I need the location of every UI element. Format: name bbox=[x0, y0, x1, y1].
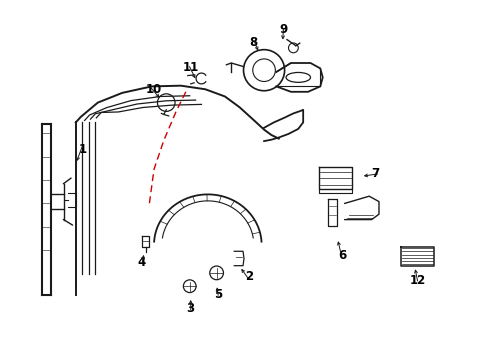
Text: 2: 2 bbox=[245, 270, 253, 283]
Text: 1: 1 bbox=[79, 143, 87, 156]
Text: 9: 9 bbox=[279, 23, 287, 36]
Text: 5: 5 bbox=[214, 288, 222, 301]
Text: 11: 11 bbox=[182, 61, 199, 74]
Text: 7: 7 bbox=[371, 167, 379, 180]
Text: 6: 6 bbox=[338, 249, 346, 262]
Text: 10: 10 bbox=[145, 83, 162, 96]
Text: 3: 3 bbox=[186, 302, 194, 315]
Text: 8: 8 bbox=[249, 36, 257, 49]
Text: 12: 12 bbox=[409, 274, 426, 287]
Text: 4: 4 bbox=[138, 256, 145, 269]
